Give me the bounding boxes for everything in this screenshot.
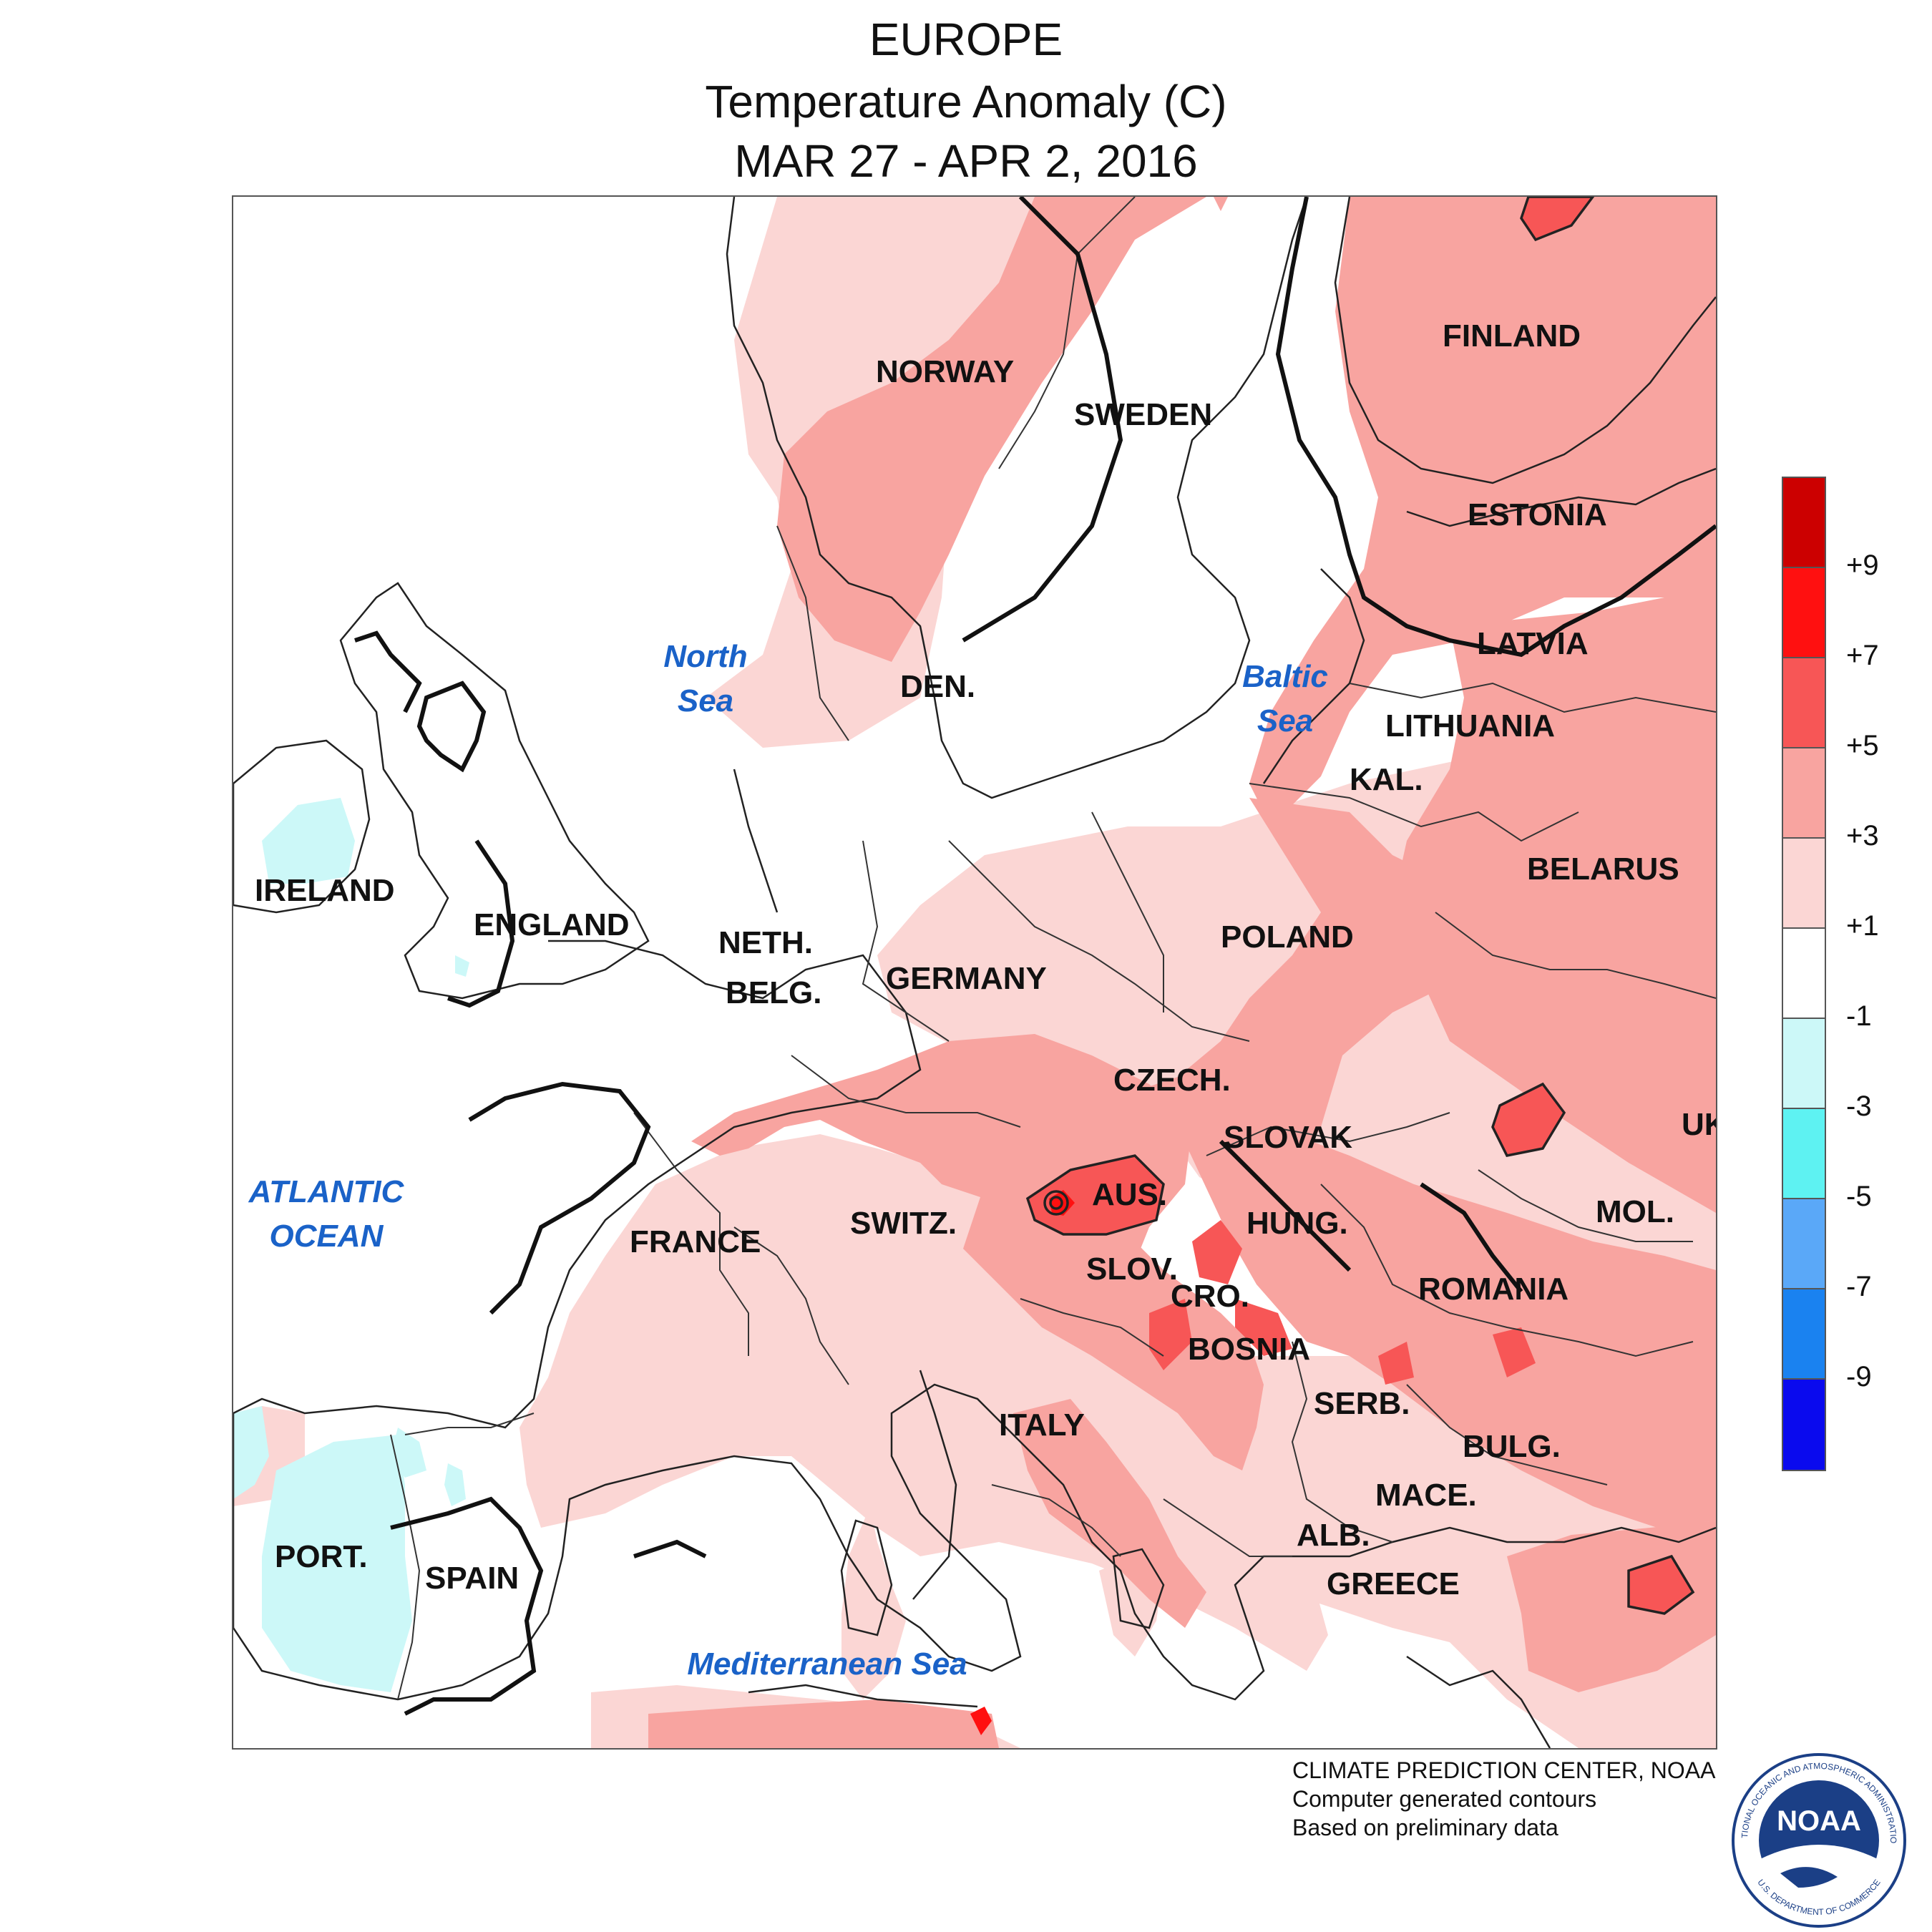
contour-zero-lines	[354, 197, 1716, 1716]
anomaly-fill-plus3-to-plus5	[648, 197, 1716, 1748]
label-kal: KAL.	[1350, 762, 1423, 797]
label-greece: GREECE	[1327, 1566, 1460, 1601]
label-uk: UK	[1682, 1107, 1716, 1142]
legend-tick-minus5: -5	[1846, 1181, 1872, 1212]
legend-bin-lt-minus9	[1782, 1378, 1826, 1471]
label-mol: MOL.	[1596, 1194, 1674, 1229]
label-bosnia: BOSNIA	[1188, 1332, 1311, 1367]
label-bulg: BULG.	[1463, 1429, 1561, 1464]
label-france: FRANCE	[630, 1224, 761, 1259]
label-mace: MACE.	[1375, 1478, 1477, 1513]
label-lithuania: LITHUANIA	[1385, 708, 1556, 743]
anomaly-map-canvas	[233, 197, 1716, 1748]
label-cro: CRO.	[1171, 1279, 1249, 1314]
legend-bin-minus9-to-minus7	[1782, 1288, 1826, 1380]
label-mediterranean-sea: Mediterranean Sea	[687, 1646, 967, 1682]
legend-tick-plus5: +5	[1846, 730, 1879, 761]
map-title-period: MAR 27 - APR 2, 2016	[734, 135, 1198, 187]
legend-bin-plus3-to-plus5	[1782, 747, 1826, 839]
label-ireland: IRELAND	[255, 873, 395, 908]
label-latvia: LATVIA	[1477, 626, 1589, 661]
label-atlantic-ocean: ATLANTIC OCEAN	[248, 1174, 404, 1254]
contour-plus5-lines	[1025, 197, 1695, 1615]
anomaly-map: NORWAY SWEDEN FINLAND ESTONIA LATVIA LIT…	[232, 195, 1717, 1750]
label-spain: SPAIN	[425, 1561, 519, 1596]
label-romania: ROMANIA	[1418, 1272, 1569, 1307]
legend-tick-minus3: -3	[1846, 1091, 1872, 1122]
label-poland: POLAND	[1221, 919, 1354, 955]
map-title-variable: Temperature Anomaly (C)	[705, 76, 1227, 127]
legend-tick-plus3: +3	[1846, 820, 1879, 852]
legend-bin-minus3-to-minus1	[1782, 1018, 1826, 1109]
legend-bin-minus5-to-minus3	[1782, 1108, 1826, 1199]
label-slov: SLOV.	[1086, 1252, 1178, 1287]
country-borders	[390, 197, 1716, 1700]
label-belarus: BELARUS	[1527, 852, 1679, 887]
color-legend	[1782, 477, 1829, 1471]
label-norway: NORWAY	[876, 354, 1015, 389]
credit-line-1: CLIMATE PREDICTION CENTER, NOAA	[1292, 1757, 1716, 1783]
label-port: PORT.	[275, 1539, 368, 1574]
label-estonia: ESTONIA	[1468, 497, 1607, 532]
label-germany: GERMANY	[886, 961, 1047, 996]
label-england: ENGLAND	[474, 907, 630, 942]
label-italy: ITALY	[999, 1407, 1085, 1443]
noaa-logo-text: NOAA	[1777, 1805, 1861, 1837]
label-alb: ALB.	[1297, 1518, 1370, 1553]
label-slovak: SLOVAK	[1224, 1120, 1353, 1155]
legend-tick-plus1: +1	[1846, 910, 1879, 942]
label-czech: CZECH.	[1113, 1063, 1231, 1098]
legend-tick-plus7: +7	[1846, 640, 1879, 671]
label-finland: FINLAND	[1443, 318, 1581, 353]
credit-line-3: Based on preliminary data	[1292, 1815, 1558, 1840]
map-title-region: EUROPE	[869, 14, 1063, 65]
label-hung: HUNG.	[1246, 1206, 1348, 1241]
label-baltic-sea: Baltic Sea	[1242, 659, 1328, 738]
legend-bin-plus1-to-plus3	[1782, 837, 1826, 929]
legend-tick-plus9: +9	[1846, 550, 1879, 581]
legend-bin-gt-plus9	[1782, 477, 1826, 568]
credit-line-2: Computer generated contours	[1292, 1786, 1597, 1812]
legend-bin-plus5-to-plus7	[1782, 657, 1826, 748]
legend-tick-minus9: -9	[1846, 1361, 1872, 1392]
anomaly-fill-minus1-to-minus3	[233, 798, 469, 1692]
legend-tick-minus1: -1	[1846, 1000, 1872, 1032]
legend-tick-minus7: -7	[1846, 1271, 1872, 1302]
legend-bin-plus7-to-plus9	[1782, 567, 1826, 658]
legend-bin-minus1-to-plus1	[1782, 927, 1826, 1019]
label-den: DEN.	[900, 669, 976, 704]
label-north-sea: North Sea	[663, 639, 748, 718]
label-belg: BELG.	[726, 975, 822, 1010]
label-aus: AUS.	[1092, 1177, 1168, 1212]
legend-bin-minus7-to-minus5	[1782, 1198, 1826, 1289]
label-serb: SERB.	[1314, 1386, 1410, 1421]
label-sweden: SWEDEN	[1074, 397, 1213, 432]
noaa-logo: NOAA NATIONAL OCEANIC AND ATMOSPHERIC AD…	[1730, 1752, 1906, 1928]
label-neth: NETH.	[718, 925, 813, 960]
label-switz: SWITZ.	[850, 1206, 957, 1241]
